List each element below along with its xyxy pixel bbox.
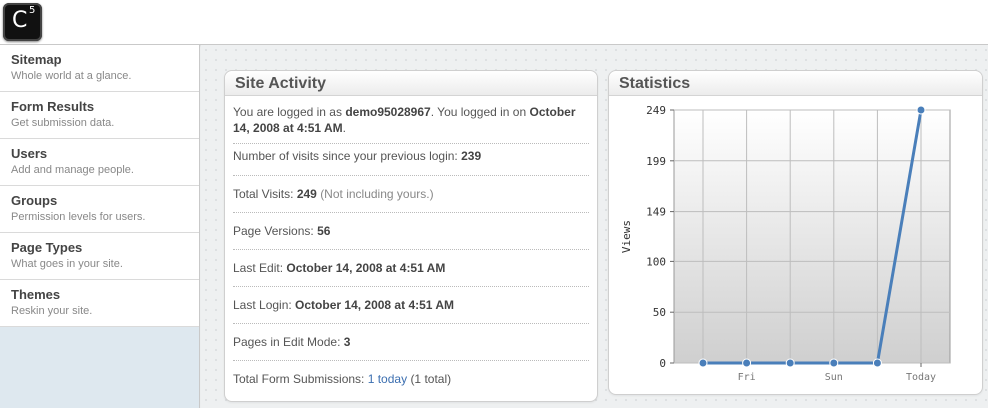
sidebar-item-users[interactable]: Users Add and manage people.: [0, 139, 199, 186]
page-versions-value: 56: [317, 224, 331, 238]
visits-value: 239: [461, 149, 482, 163]
sidebar-item-subtitle: Reskin your site.: [11, 305, 93, 317]
form-submissions: Total Form Submissions: 1 today (1 total…: [233, 361, 589, 397]
concrete5-logo[interactable]: C 5: [3, 3, 42, 41]
sidebar-item-subtitle: What goes in your site.: [11, 258, 123, 270]
logged-suffix: .: [342, 121, 346, 135]
sidebar-item-subtitle: Whole world at a glance.: [11, 70, 132, 82]
sidebar-item-title: Groups: [11, 193, 58, 208]
sidebar-item-page-types[interactable]: Page Types What goes in your site.: [0, 233, 199, 280]
y-tick-label: 249: [646, 104, 666, 117]
sidebar-item-title: Form Results: [11, 99, 95, 114]
page-versions: Page Versions: 56: [233, 213, 589, 250]
y-tick-label: 50: [653, 306, 666, 319]
sidebar-item-title: Themes: [11, 287, 61, 302]
y-tick-label: 149: [646, 206, 666, 219]
site-activity-panel: Site Activity You are logged in as demo9…: [224, 70, 598, 402]
statistics-title: Statistics: [609, 71, 982, 96]
views-chart: 0 50 100 149 199 249 Fri Sun Today Views: [612, 102, 980, 392]
top-bar: C 5: [0, 0, 988, 45]
total-visits-note: (Not including yours.): [320, 187, 434, 201]
sidebar-item-themes[interactable]: Themes Reskin your site.: [0, 280, 199, 327]
total-visits-label: Total Visits:: [233, 187, 297, 201]
edit-mode-label: Pages in Edit Mode:: [233, 335, 344, 349]
form-submissions-today-link[interactable]: 1 today: [367, 372, 408, 386]
logged-in-info: You are logged in as demo95028967. You l…: [233, 104, 589, 144]
y-tick-label: 0: [659, 357, 666, 370]
total-visits: Total Visits: 249 (Not including yours.): [233, 176, 589, 213]
x-tick-label: Today: [906, 372, 936, 383]
logged-mid: . You logged in on: [430, 105, 530, 119]
statistics-panel: Statistics 0 50 100 149 199 249 Fri Sun Today Vie…: [608, 70, 983, 395]
y-tick-label: 100: [646, 255, 666, 268]
visits-label: Number of visits since your previous log…: [233, 149, 462, 163]
sidebar-item-subtitle: Permission levels for users.: [11, 211, 146, 223]
sidebar-item-title: Sitemap: [11, 52, 62, 67]
form-sub-total: (1 total): [410, 372, 452, 386]
pages-in-edit-mode: Pages in Edit Mode: 3: [233, 324, 589, 361]
sidebar-item-title: Page Types: [11, 240, 83, 255]
last-login: Last Login: October 14, 2008 at 4:51 AM: [233, 287, 589, 324]
views-data-point: [829, 358, 839, 368]
views-data-point: [916, 105, 926, 115]
x-tick-label: Sun: [825, 372, 843, 383]
form-sub-label: Total Form Submissions:: [233, 372, 368, 386]
username: demo95028967: [345, 105, 431, 119]
views-series-line: [703, 109, 923, 365]
y-tick-label: 199: [646, 155, 666, 168]
total-visits-value: 249: [296, 187, 317, 201]
page-versions-label: Page Versions:: [233, 224, 318, 238]
last-login-label: Last Login:: [233, 298, 296, 312]
logo-letter: C: [12, 8, 28, 33]
logged-prefix: You are logged in as: [233, 105, 346, 119]
edit-mode-value: 3: [343, 335, 351, 349]
y-axis-label: Views: [620, 220, 633, 253]
sidebar-item-form-results[interactable]: Form Results Get submission data.: [0, 92, 199, 139]
main-content: Site Activity You are logged in as demo9…: [201, 45, 988, 408]
last-edit-value: October 14, 2008 at 4:51 AM: [286, 261, 446, 275]
visits-since-login: Number of visits since your previous log…: [233, 144, 589, 176]
sidebar-item-subtitle: Get submission data.: [11, 117, 115, 129]
views-data-point: [872, 358, 882, 368]
login-date: October 14, 2008 at 4:51 AM: [233, 105, 576, 135]
last-edit-label: Last Edit:: [233, 261, 287, 275]
last-edit: Last Edit: October 14, 2008 at 4:51 AM: [233, 250, 589, 287]
views-data-point: [698, 358, 708, 368]
site-activity-title: Site Activity: [225, 71, 597, 96]
sidebar-item-sitemap[interactable]: Sitemap Whole world at a glance.: [0, 45, 199, 92]
views-data-point: [742, 358, 752, 368]
sidebar-item-title: Users: [11, 146, 48, 161]
sidebar-item-groups[interactable]: Groups Permission levels for users.: [0, 186, 199, 233]
views-chart-svg: 0 50 100 149 199 249 Fri Sun Today Views: [620, 104, 951, 383]
sidebar: Sitemap Whole world at a glance. Form Re…: [0, 45, 200, 408]
views-data-point: [785, 358, 795, 368]
plot-area: [673, 109, 951, 364]
logo-superscript: 5: [29, 5, 36, 16]
x-tick-label: Fri: [738, 372, 756, 383]
site-activity-body: You are logged in as demo95028967. You l…: [225, 96, 597, 397]
last-login-value: October 14, 2008 at 4:51 AM: [295, 298, 455, 312]
sidebar-item-subtitle: Add and manage people.: [11, 164, 134, 176]
